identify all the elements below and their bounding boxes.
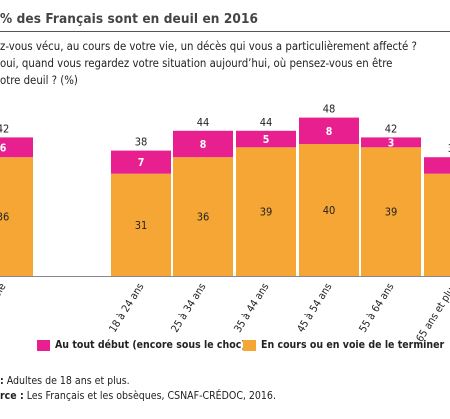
bar-early-1 — [111, 150, 171, 174]
bar-ongoing-label-1: 31 — [135, 219, 148, 232]
x-tick-label-0: mble — [0, 281, 9, 308]
bar-early-4 — [299, 117, 359, 144]
bar-early-3 — [236, 130, 296, 148]
source-note-label: : — [0, 375, 4, 387]
bar-total-label-3: 44 — [260, 116, 273, 129]
bar-ongoing-label-2: 36 — [197, 211, 210, 224]
bar-ongoing-2 — [173, 157, 233, 276]
x-tick-label-4: 45 à 54 ans — [295, 281, 335, 335]
x-tick-label-2: 25 à 34 ans — [169, 281, 209, 335]
bar-ongoing-5 — [361, 147, 421, 276]
source-note: : Adultes de 18 ans et plus. — [0, 375, 130, 387]
x-tick-label-3: 35 à 44 ans — [232, 281, 272, 335]
legend-label-ongoing: En cours ou en voie de le terminer — [261, 339, 445, 351]
bar-early-label-1: 7 — [138, 157, 145, 169]
bar-ongoing-label-0: 36 — [0, 211, 9, 224]
bar-ongoing-label-4: 40 — [323, 204, 336, 217]
bar-ongoing-1 — [111, 173, 171, 276]
bar-ongoing-0 — [0, 157, 33, 276]
question-line-1: z-vous vécu, au cours de votre vie, un d… — [0, 40, 417, 53]
x-tick-label-5: 55 à 64 ans — [357, 281, 397, 335]
reference-note-label: rce : — [0, 390, 24, 402]
bar-total-label-4: 48 — [323, 103, 336, 116]
legend-label-early: Au tout début (encore sous le choc) — [55, 339, 246, 351]
chart-title: % des Français sont en deuil en 2016 — [0, 11, 259, 27]
bar-early-label-0: 6 — [0, 142, 7, 154]
legend-swatch-early — [37, 340, 50, 351]
x-tick-label-6: 65 ans et plus — [414, 281, 450, 344]
bar-early-5 — [361, 137, 421, 148]
bar-early-label-4: 8 — [326, 126, 333, 138]
bar-ongoing-label-5: 39 — [385, 206, 398, 219]
bar-total-label-1: 38 — [135, 136, 148, 149]
legend-swatch-ongoing — [243, 340, 256, 351]
title-divider — [0, 31, 450, 32]
question-line-2: oui, quand vous regardez votre situation… — [0, 57, 393, 70]
bar-early-2 — [173, 130, 233, 158]
x-tick-label-1: 18 à 24 ans — [107, 281, 147, 335]
reference-note: rce : Les Français et les obsèques, CSNA… — [0, 390, 276, 402]
bar-ongoing-4 — [299, 144, 359, 276]
bar-total-label-5: 42 — [385, 122, 398, 135]
bar-early-0 — [0, 137, 33, 158]
bar-total-label-6: 36 — [448, 142, 450, 155]
reference-note-text: Les Français et les obsèques, CSNAF-CRÉD… — [23, 390, 276, 402]
question-line-3: otre deuil ? (%) — [0, 74, 78, 87]
bar-early-label-5: 3 — [388, 137, 395, 149]
source-note-text: Adultes de 18 ans et plus. — [3, 375, 130, 387]
bar-ongoing-label-3: 39 — [260, 206, 273, 219]
bar-total-label-2: 44 — [197, 116, 210, 129]
bar-early-label-2: 8 — [200, 139, 207, 151]
bar-ongoing-6 — [424, 173, 450, 276]
bar-early-label-3: 5 — [263, 134, 270, 146]
bar-ongoing-3 — [236, 147, 296, 276]
bar-total-label-0: 42 — [0, 122, 9, 135]
bar-early-6 — [424, 157, 450, 174]
